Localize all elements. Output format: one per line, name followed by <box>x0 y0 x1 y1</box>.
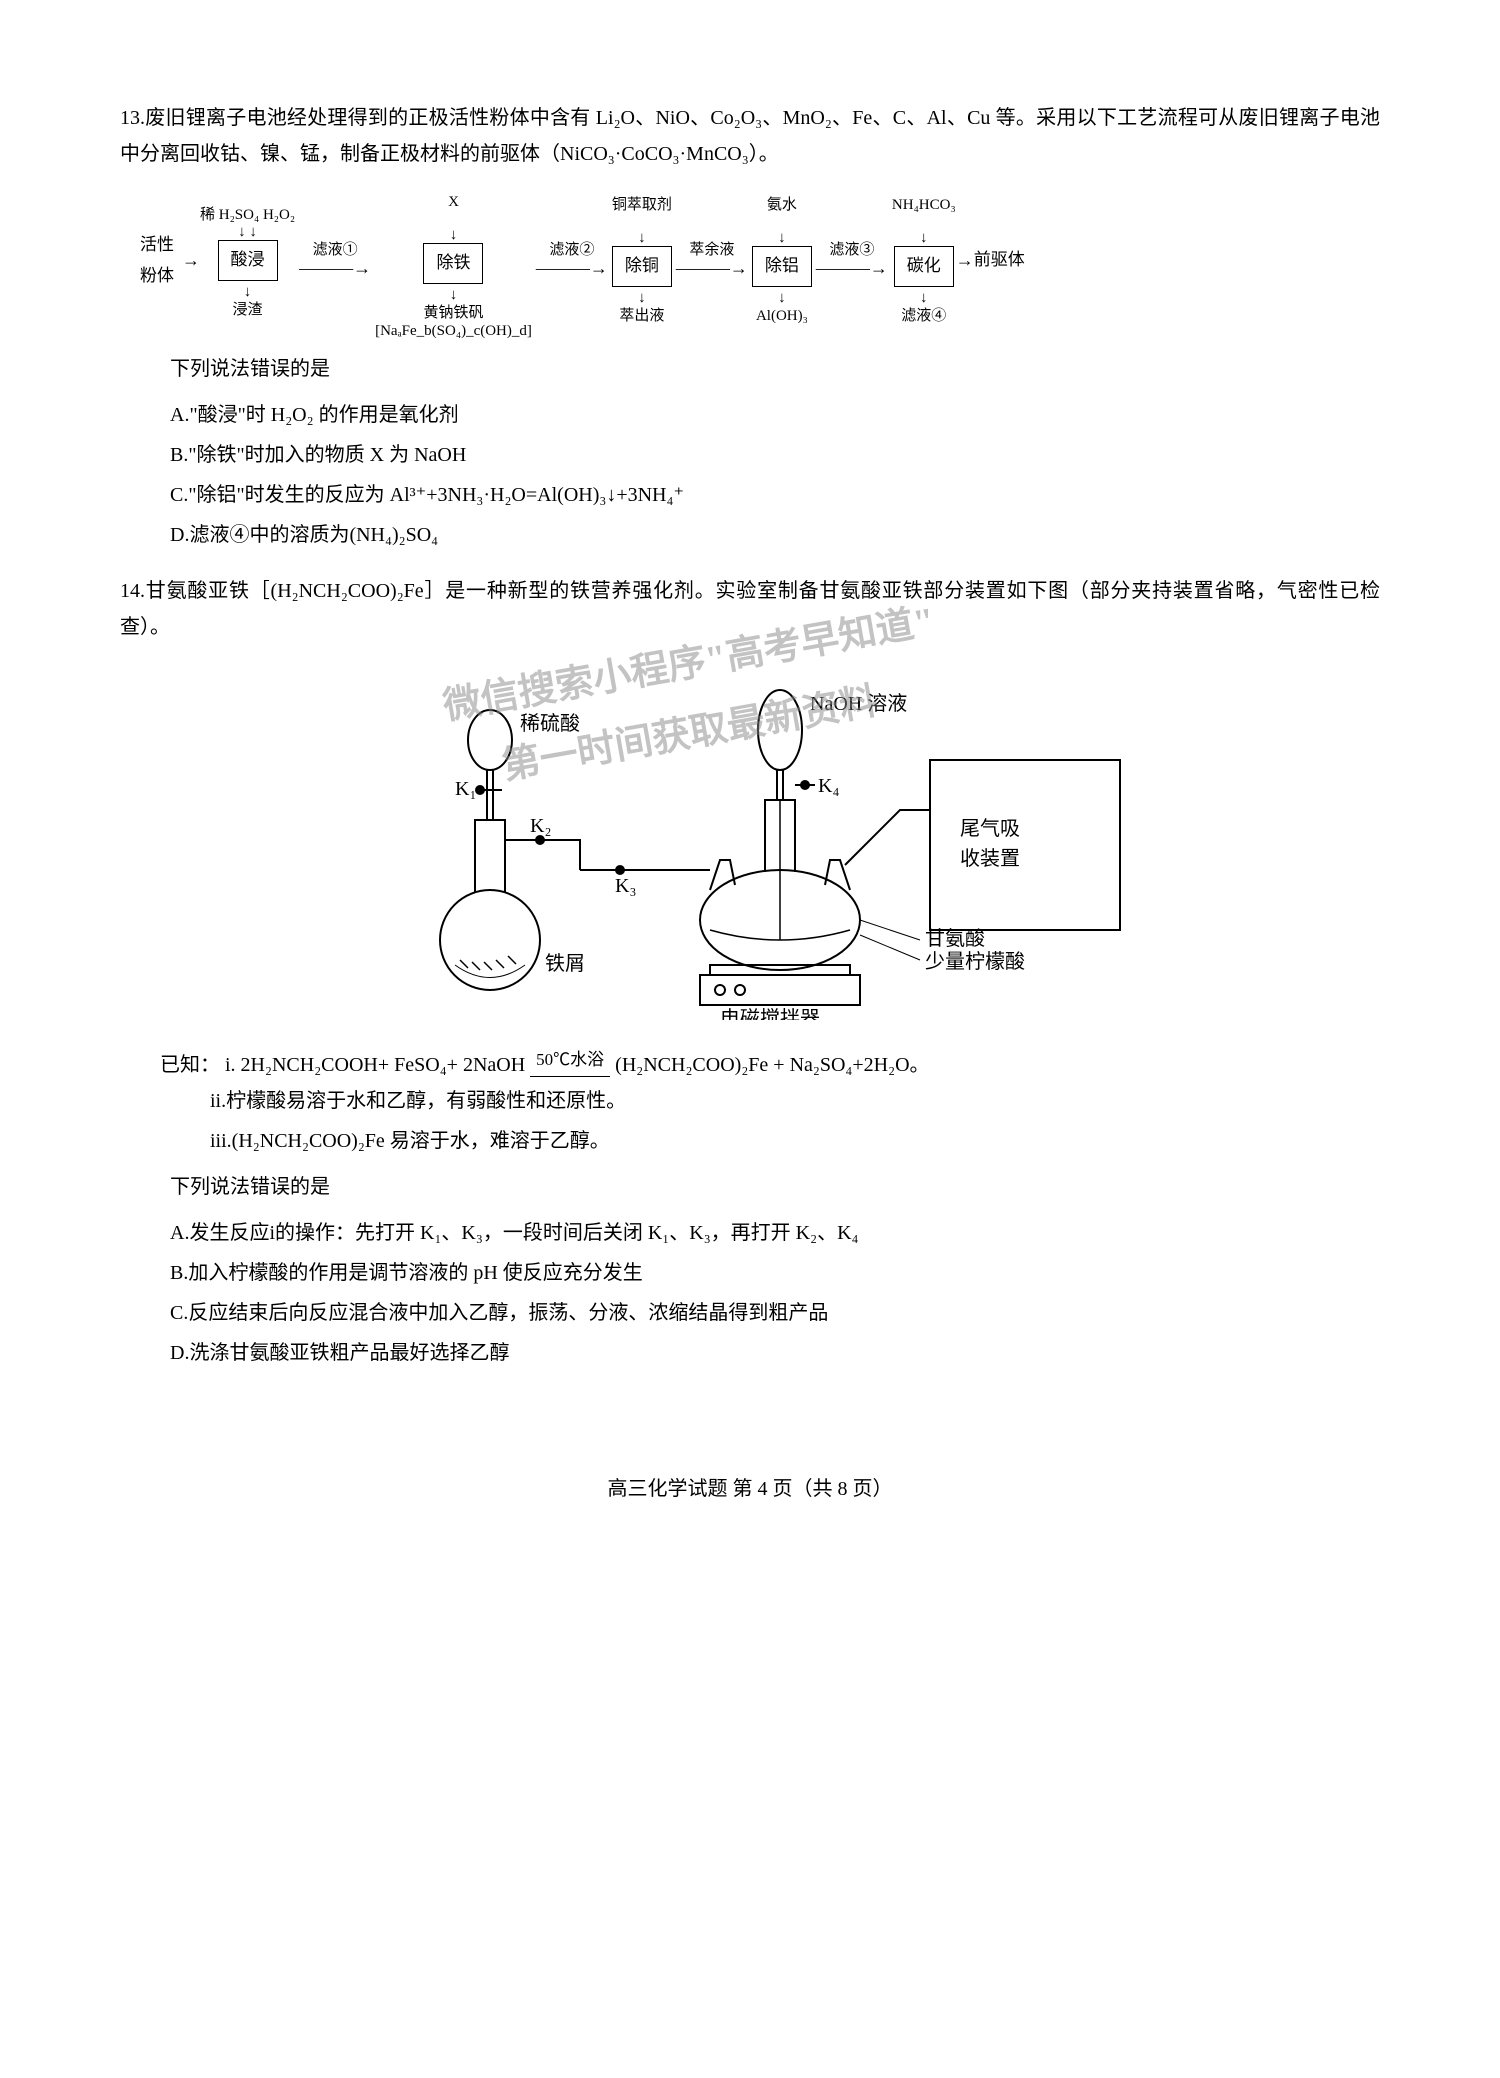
label-citric: 少量柠檬酸 <box>925 950 1025 973</box>
step1-box: 酸浸 <box>218 240 278 281</box>
label-stirrer: 电磁搅拌器 <box>720 1007 820 1020</box>
q14-intro: 14.甘氨酸亚铁［(H₂NCH₂COO)₂Fe］是一种新型的铁营养强化剂。实验室… <box>120 573 1380 645</box>
label-k2: K₂ <box>530 815 551 837</box>
flow-end: 前驱体 <box>974 207 1025 326</box>
q14-apparatus-diagram: 微信搜索小程序"高考早知道" 第一时间获取最新资料 <box>360 660 1140 1032</box>
down-arrow-icon: ↓ <box>612 230 672 247</box>
flow-start: 活性粉体 <box>140 192 182 341</box>
step1-input: 稀 H₂SO₄ H₂O₂ <box>200 207 295 224</box>
q13-number: 13. <box>120 107 145 129</box>
q14-known-ii: ii.柠檬酸易溶于水和乙醇，有弱酸性和还原性。 <box>140 1083 1380 1119</box>
q13-options: A."酸浸"时 H₂O₂ 的作用是氧化剂 B."除铁"时加入的物质 X 为 Na… <box>120 397 1380 553</box>
flow-step3: 铜萃取剂 ↓ 除铜 ↓ 萃出液 <box>612 197 672 337</box>
flow-start-label: 活性粉体 <box>140 230 182 291</box>
q14-number: 14. <box>120 580 145 602</box>
q14-known-iii: iii.(H₂NCH₂COO)₂Fe 易溶于水，难溶于乙醇。 <box>140 1123 1380 1159</box>
q14-known-i: 已知： i. 2H₂NCH₂COOH+ FeSO₄+ 2NaOH 50℃水浴 (… <box>140 1047 1380 1083</box>
step2-down2: [NaₐFe_b(SO₄)_c(OH)_d] <box>375 323 532 339</box>
step4-out-label: 滤液③ <box>829 242 874 259</box>
label-exhaust-1: 尾气吸 <box>960 817 1020 840</box>
label-naoh: NaOH 溶液 <box>810 692 907 715</box>
flow-end-label: 前驱体 <box>974 245 1025 276</box>
label-k4: K₄ <box>818 775 839 797</box>
q13-option-c: C."除铝"时发生的反应为 Al³⁺+3NH₃·H₂O=Al(OH)₃↓+3NH… <box>170 477 1380 513</box>
flow-start-spacer <box>159 192 163 230</box>
step2-box: 除铁 <box>423 243 483 284</box>
known-i-rhs: (H₂NCH₂COO)₂Fe + Na₂SO₄+2H₂O。 <box>615 1054 929 1076</box>
step5-box: 碳化 <box>894 246 954 287</box>
q13-option-b: B."除铁"时加入的物质 X 为 NaOH <box>170 437 1380 473</box>
step2-out-label: 滤液② <box>549 242 594 259</box>
step2-input: X <box>448 194 459 211</box>
label-k1: K₁ <box>455 778 476 800</box>
known-label: 已知： <box>160 1054 220 1076</box>
q14-option-b: B.加入柠檬酸的作用是调节溶液的 pH 使反应充分发生 <box>170 1255 1380 1291</box>
arrow-icon: → <box>956 244 974 276</box>
q13-prompt: 下列说法错误的是 <box>120 351 1380 387</box>
label-glycine: 甘氨酸 <box>925 927 985 950</box>
flow-step4: 氨水 ↓ 除铝 ↓ Al(OH)₃ <box>752 197 812 337</box>
step3-input: 铜萃取剂 <box>612 197 672 214</box>
step3-box: 除铜 <box>612 246 672 287</box>
arrow-icon: ———→ <box>676 259 748 279</box>
step4-box: 除铝 <box>752 246 812 287</box>
flow-step2: X ↓ 除铁 ↓ 黄钠铁矾 [NaₐFe_b(SO₄)_c(OH)_d] <box>375 194 532 340</box>
flow-row-main: 活性粉体 → 稀 H₂SO₄ H₂O₂↓ ↓ 酸浸 ↓浸渣 滤液①———→ X↓ <box>140 192 1025 341</box>
q13-option-d: D.滤液④中的溶质为(NH₄)₂SO₄ <box>170 517 1380 553</box>
step3-down: 萃出液 <box>619 308 664 324</box>
flow-arrow-2: 滤液②———→ <box>532 204 612 328</box>
flow-arrow-in: → <box>182 206 200 326</box>
down-arrow-icon: ↓ <box>767 230 797 247</box>
page-footer: 高三化学试题 第 4 页（共 8 页） <box>120 1471 1380 1507</box>
step5-input: NH₄HCO₃ <box>892 197 956 214</box>
step3-out-label: 萃余液 <box>689 242 734 259</box>
arrow-icon: → <box>182 244 200 276</box>
down-arrow-icon: ↓ <box>638 290 646 306</box>
flow-arrow-3: 萃余液———→ <box>672 204 752 328</box>
arrow-icon: ———→ <box>816 259 888 279</box>
arrow-icon: ———→ <box>299 259 371 279</box>
q13-intro-text: 废旧锂离子电池经处理得到的正极活性粉体中含有 Li₂O、NiO、Co₂O₃、Mn… <box>120 107 1380 165</box>
known-i-lhs: i. 2H₂NCH₂COOH+ FeSO₄+ 2NaOH <box>225 1054 525 1076</box>
apparatus-svg: 稀硫酸 NaOH 溶液 K₁ K₂ K₃ K₄ 铁屑 电磁搅拌器 甘氨酸 少量柠… <box>360 660 1140 1020</box>
arrow-icon: ———→ <box>536 259 608 279</box>
q14-known: 已知： i. 2H₂NCH₂COOH+ FeSO₄+ 2NaOH 50℃水浴 (… <box>120 1047 1380 1159</box>
q14-intro-text: 甘氨酸亚铁［(H₂NCH₂COO)₂Fe］是一种新型的铁营养强化剂。实验室制备甘… <box>120 580 1380 638</box>
q13-option-a: A."酸浸"时 H₂O₂ 的作用是氧化剂 <box>170 397 1380 433</box>
q13-intro: 13.废旧锂离子电池经处理得到的正极活性粉体中含有 Li₂O、NiO、Co₂O₃… <box>120 100 1380 172</box>
flow-arrow-4: 滤液③———→ <box>812 204 892 328</box>
flow-step5: NH₄HCO₃ ↓ 碳化 ↓ 滤液④ <box>892 197 956 337</box>
step1-out-label: 滤液① <box>313 242 358 259</box>
down-arrow-icon: ↓ <box>244 284 252 300</box>
step1-down: 浸渣 <box>233 302 263 318</box>
step4-input: 氨水 <box>767 197 797 214</box>
down-arrow-icon: ↓ <box>450 287 458 303</box>
question-13: 13.废旧锂离子电池经处理得到的正极活性粉体中含有 Li₂O、NiO、Co₂O₃… <box>120 100 1380 553</box>
down-arrow-icon: ↓ <box>920 290 928 306</box>
down-arrow-icon: ↓ <box>448 227 459 244</box>
q14-options: A.发生反应i的操作：先打开 K₁、K₃，一段时间后关闭 K₁、K₃，再打开 K… <box>120 1215 1380 1371</box>
step5-down: 滤液④ <box>901 308 946 324</box>
down-arrow-icon: ↓ <box>778 290 786 306</box>
label-k3: K₃ <box>615 875 636 897</box>
flow-step1: 稀 H₂SO₄ H₂O₂↓ ↓ 酸浸 ↓ 浸渣 <box>200 202 295 331</box>
question-14: 14.甘氨酸亚铁［(H₂NCH₂COO)₂Fe］是一种新型的铁营养强化剂。实验室… <box>120 573 1380 1371</box>
q14-option-d: D.洗涤甘氨酸亚铁粗产品最好选择乙醇 <box>170 1335 1380 1371</box>
down-arrow-icon: ↓ ↓ <box>200 224 295 241</box>
label-exhaust-2: 收装置 <box>960 847 1020 870</box>
step4-down: Al(OH)₃ <box>756 308 808 324</box>
flow-start-below-spacer <box>159 291 163 341</box>
q14-option-a: A.发生反应i的操作：先打开 K₁、K₃，一段时间后关闭 K₁、K₃，再打开 K… <box>170 1215 1380 1251</box>
label-iron: 铁屑 <box>545 952 585 975</box>
q14-option-c: C.反应结束后向反应混合液中加入乙醇，振荡、分液、浓缩结晶得到粗产品 <box>170 1295 1380 1331</box>
reaction-condition: 50℃水浴 <box>530 1045 610 1077</box>
flow-arrow-1: 滤液①———→ <box>295 204 375 328</box>
q14-prompt: 下列说法错误的是 <box>120 1169 1380 1205</box>
step2-down1: 黄钠铁矾 <box>423 305 483 321</box>
down-arrow-icon: ↓ <box>892 230 956 247</box>
q13-flow-diagram: 活性粉体 → 稀 H₂SO₄ H₂O₂↓ ↓ 酸浸 ↓浸渣 滤液①———→ X↓ <box>140 192 1380 341</box>
flow-arrow-out: → <box>956 206 974 326</box>
label-sulfuric: 稀硫酸 <box>520 712 580 735</box>
